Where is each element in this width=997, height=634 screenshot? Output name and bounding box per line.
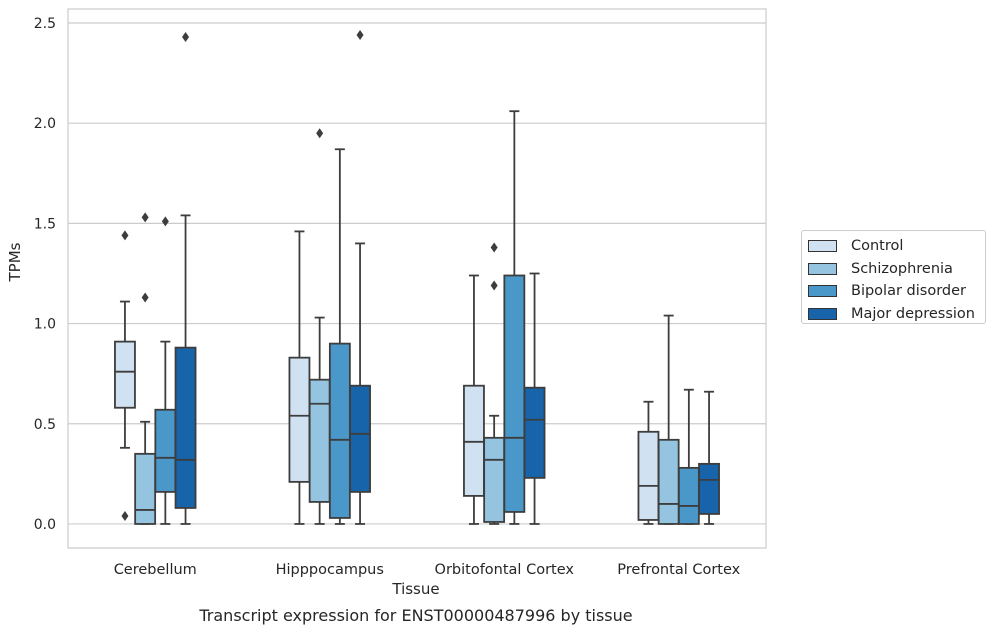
chart-caption: Transcript expression for ENST0000048799… xyxy=(199,606,633,625)
legend-label: Bipolar disorder xyxy=(851,283,966,299)
outlier-point xyxy=(141,292,149,303)
x-tick-label: Cerebellum xyxy=(114,562,197,578)
legend-item: Control xyxy=(808,236,903,256)
box-iqr xyxy=(677,466,700,525)
box-iqr xyxy=(463,384,485,497)
box-control xyxy=(637,400,660,525)
box-bipolar-disorder xyxy=(328,148,351,525)
box-schizophrenia xyxy=(308,128,331,525)
box-iqr xyxy=(288,356,311,483)
y-tick-labels: 0.0 0.5 1.0 1.5 2.0 2.5 xyxy=(34,16,56,533)
x-tick-labels: Cerebellum Hipppocampus Orbitofontal Corte… xyxy=(114,562,741,578)
legend-swatch xyxy=(808,240,837,252)
box-iqr xyxy=(523,386,546,479)
outlier-point xyxy=(121,510,129,521)
box-control xyxy=(114,230,136,521)
box-bipolar-disorder xyxy=(154,216,177,525)
outlier-point xyxy=(182,32,190,43)
legend: Control Schizophrenia Bipolar disorder Majo… xyxy=(801,230,986,324)
legend-item: Major depression xyxy=(808,304,975,324)
outlier-point xyxy=(356,30,364,41)
y-axis-label: TPMs xyxy=(6,242,24,282)
box-bipolar-disorder xyxy=(677,388,700,525)
y-tick-label: 2.0 xyxy=(34,116,56,132)
box-iqr xyxy=(328,342,351,519)
y-tick-label: 1.5 xyxy=(34,216,56,232)
box-major-depression xyxy=(349,30,371,525)
x-tick-label: Hipppocampus xyxy=(276,562,384,578)
box-iqr xyxy=(503,274,526,513)
box-iqr xyxy=(308,378,331,503)
outlier-point xyxy=(161,216,169,227)
outlier-point xyxy=(141,212,149,223)
legend-item: Schizophrenia xyxy=(808,259,953,279)
x-tick-label: Prefrontal Cortex xyxy=(617,562,740,578)
box-iqr xyxy=(349,384,371,493)
legend-swatch xyxy=(808,262,837,275)
outlier-point xyxy=(490,242,498,253)
plot-frame xyxy=(67,8,767,549)
box-major-depression xyxy=(174,32,197,525)
box-major-depression xyxy=(698,390,720,525)
box-iqr xyxy=(114,340,136,409)
outlier-point xyxy=(121,230,129,241)
legend-item: Bipolar disorder xyxy=(808,281,966,301)
box-iqr xyxy=(698,462,720,515)
legend-swatch xyxy=(808,307,837,320)
outlier-point xyxy=(490,280,498,291)
box-iqr xyxy=(657,438,680,525)
box-iqr xyxy=(154,408,177,493)
box-control xyxy=(288,230,311,525)
x-axis-label: Tissue xyxy=(391,580,439,598)
y-tick-label: 1.0 xyxy=(34,317,56,333)
legend-label: Major depression xyxy=(851,305,975,322)
legend-label: Schizophrenia xyxy=(851,260,953,277)
box-iqr xyxy=(483,436,506,523)
box-iqr xyxy=(174,346,197,509)
y-tick-label: 2.5 xyxy=(34,16,56,32)
box-iqr xyxy=(134,452,157,525)
box-schizophrenia xyxy=(657,314,680,525)
x-tick-label: Orbitofontal Cortex xyxy=(435,562,575,578)
legend-label: Control xyxy=(851,238,904,254)
y-tick-label: 0.5 xyxy=(34,417,56,433)
box-schizophrenia xyxy=(483,242,506,525)
box-schizophrenia xyxy=(134,212,157,525)
box-iqr xyxy=(637,430,660,521)
box-bipolar-disorder xyxy=(503,110,526,525)
y-tick-label: 0.0 xyxy=(34,517,56,533)
box-major-depression xyxy=(523,272,546,525)
box-control xyxy=(463,274,485,525)
legend-swatch xyxy=(808,285,837,297)
outlier-point xyxy=(316,128,324,139)
boxes xyxy=(114,30,720,525)
